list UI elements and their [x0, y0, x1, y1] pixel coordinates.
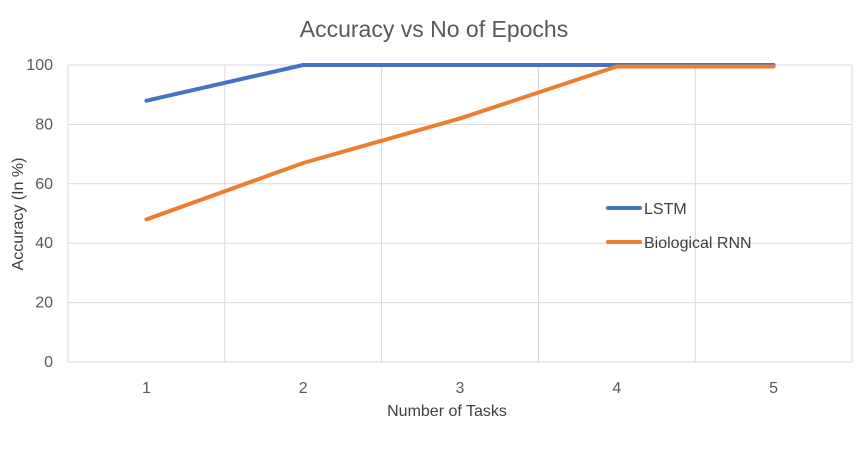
- x-tick-label: 3: [456, 380, 465, 397]
- axes: 0 20 40 60 80 100 1 2 3 4 5: [26, 57, 852, 397]
- chart-title: Accuracy vs No of Epochs: [300, 16, 568, 42]
- x-axis-label: Number of Tasks: [387, 403, 507, 420]
- legend: LSTM Biological RNN: [606, 201, 752, 252]
- y-tick-label: 40: [35, 235, 53, 252]
- x-tick-label: 1: [142, 380, 151, 397]
- x-tick-label: 4: [612, 380, 621, 397]
- y-tick-label: 60: [35, 176, 53, 193]
- legend-label: Biological RNN: [644, 235, 752, 252]
- y-axis-label: Accuracy (In %): [10, 158, 27, 271]
- legend-label: LSTM: [644, 201, 687, 218]
- series-lines: [144, 63, 776, 222]
- series-line-lstm: [144, 63, 776, 103]
- grid: [67, 64, 853, 362]
- y-tick-label: 100: [26, 57, 53, 74]
- y-tick-label: 80: [35, 116, 53, 133]
- series-line-biological-rnn: [144, 64, 776, 222]
- y-tick-label: 0: [44, 354, 53, 371]
- x-tick-label: 2: [299, 380, 308, 397]
- x-tick-label: 5: [769, 380, 778, 397]
- y-tick-label: 20: [35, 295, 53, 312]
